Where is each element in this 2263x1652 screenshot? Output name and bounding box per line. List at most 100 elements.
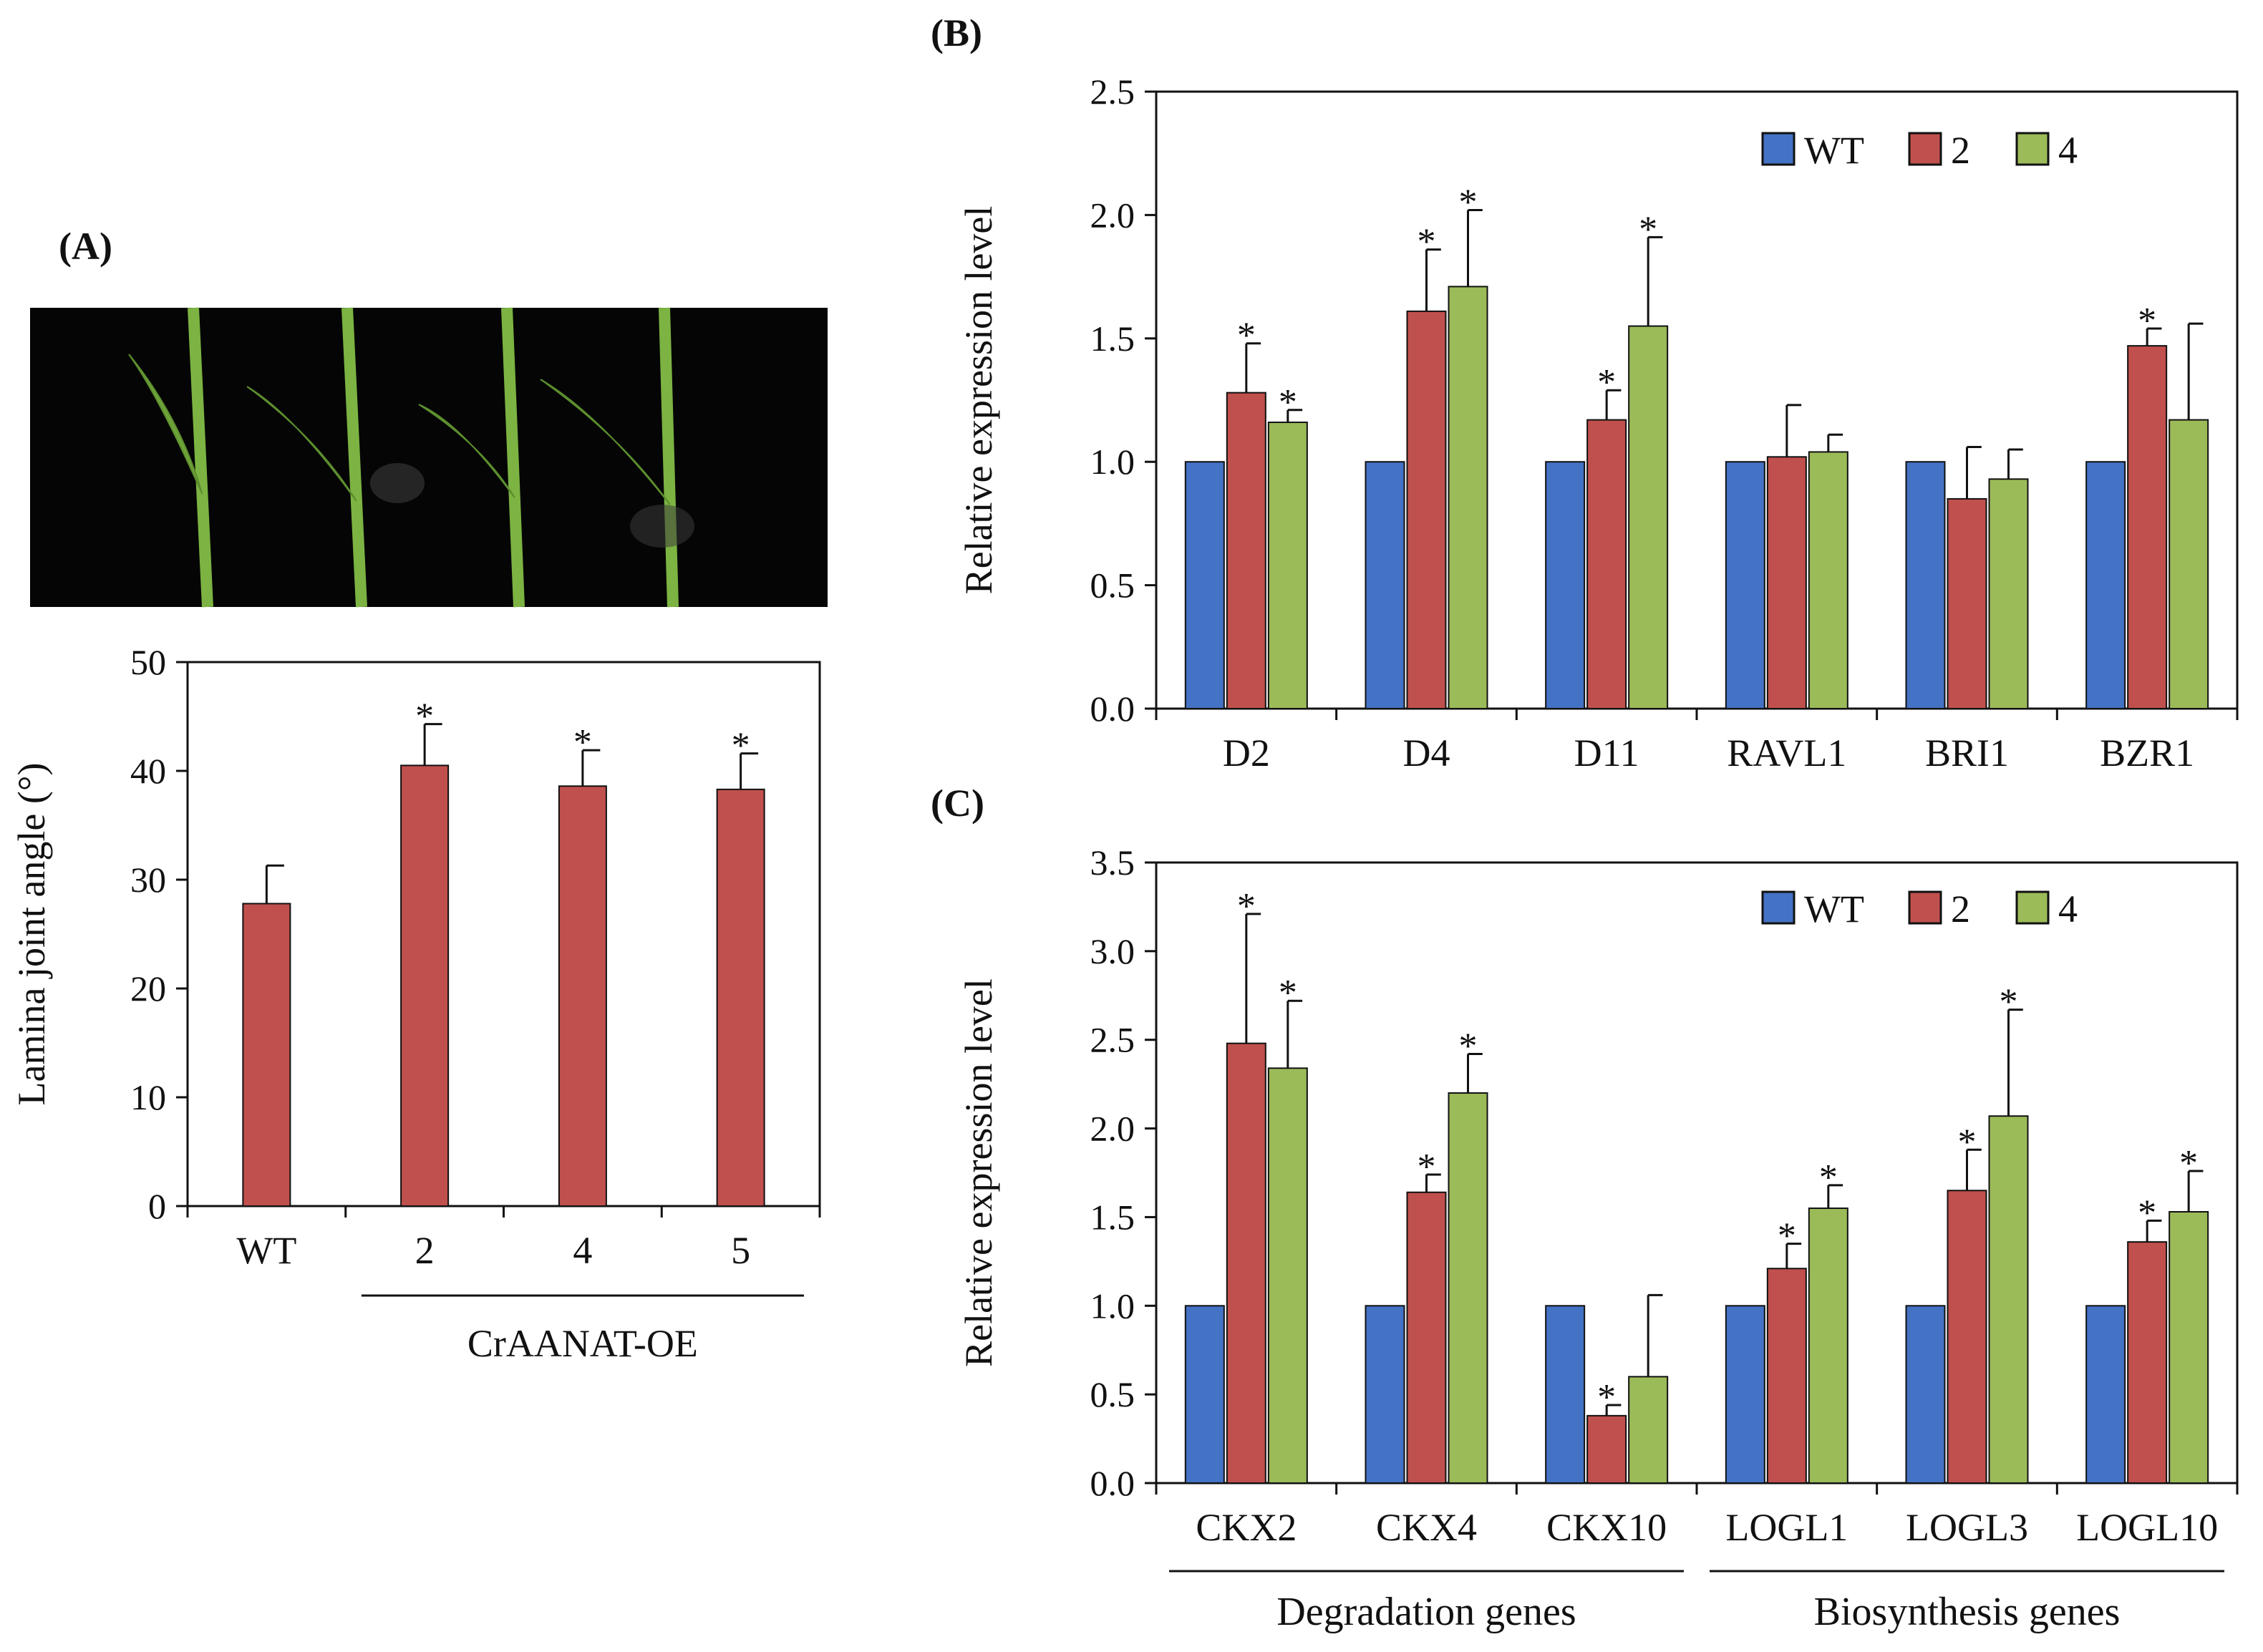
significance-star: * [1819, 1157, 1838, 1198]
y-axis-label: Relative expression level [957, 978, 1000, 1367]
panel-label-c: (C) [931, 782, 984, 825]
x-tick-label-LOGL3: LOGL3 [1906, 1506, 2028, 1549]
stem [188, 307, 213, 608]
x-tick-label-LOGL10: LOGL10 [2076, 1506, 2218, 1549]
legend-swatch-WT [1761, 132, 1796, 166]
legend-swatch-4 [2015, 890, 2050, 925]
bar-B-D11-2 [1586, 419, 1627, 709]
significance-star: * [1418, 222, 1436, 263]
bar-C-LOGL10-4 [2168, 1210, 2209, 1485]
x-tick-label-CKX2: CKX2 [1196, 1506, 1297, 1549]
x-tick-label-4: 4 [573, 1229, 592, 1272]
panel-label-b: (B) [931, 11, 982, 54]
group-label: Degradation genes [1276, 1590, 1576, 1634]
bar-B-RAVL1-4 [1808, 451, 1848, 710]
bar-B-BRI1-WT [1905, 461, 1946, 709]
bar-B-D4-2 [1406, 310, 1447, 709]
background-smudge [370, 463, 425, 503]
lamina-joint-photo [30, 307, 828, 608]
leaf-blade [418, 404, 515, 498]
y-tick-label: 20 [130, 968, 166, 1009]
x-tick-label-D4: D4 [1403, 732, 1450, 774]
legend-swatch-2 [1908, 132, 1942, 166]
x-tick-label-CKX10: CKX10 [1546, 1506, 1667, 1549]
stem [341, 307, 367, 608]
bar-C-CKX4-2 [1406, 1191, 1447, 1484]
y-axis-label: Relative expression level [957, 206, 1000, 595]
significance-star: * [2179, 1143, 2198, 1184]
legend-swatch-2 [1908, 890, 1942, 925]
leaf-blade [246, 386, 357, 502]
group-label: Biosynthesis genes [1814, 1590, 2121, 1634]
x-tick-label-CKX4: CKX4 [1376, 1506, 1477, 1549]
legend-label-2: 2 [1951, 888, 1970, 931]
y-tick-label: 0.5 [1090, 1374, 1135, 1414]
stem [501, 307, 525, 608]
background-smudge [630, 505, 694, 548]
y-tick-label: 50 [130, 642, 166, 682]
bar-C-CKX4-4 [1448, 1092, 1488, 1484]
x-tick-label-WT: WT [236, 1229, 296, 1272]
leaf-blade [128, 354, 203, 495]
panel-label-a: (A) [59, 225, 112, 268]
bar-B-D11-WT [1545, 461, 1586, 709]
y-tick-label: 1.0 [1090, 442, 1135, 482]
y-axis-label: Lamina joint angle (°) [10, 763, 53, 1106]
bar-A-WT-angle [242, 903, 291, 1207]
bar-C-CKX10-WT [1545, 1305, 1586, 1485]
bar-A-2-angle [400, 764, 450, 1207]
significance-star: * [1279, 973, 1297, 1014]
bar-C-CKX10-2 [1586, 1414, 1627, 1484]
significance-star: * [1237, 886, 1256, 927]
legend-label-WT: WT [1804, 129, 1864, 172]
significance-star: * [2138, 1192, 2156, 1233]
bar-C-LOGL1-WT [1725, 1305, 1765, 1485]
chart-ck-genes: 0.0 0.5 1.0 1.5 2.0 2.5 3.0 3.5 Relative express… [957, 842, 2239, 1634]
x-tick-label-RAVL1: RAVL1 [1727, 732, 1846, 774]
x-tick-label-BRI1: BRI1 [1925, 732, 2009, 774]
significance-star: * [1459, 1026, 1478, 1067]
significance-star: * [1597, 362, 1616, 403]
bar-C-CKX2-WT [1184, 1305, 1225, 1485]
bar-C-CKX10-4 [1628, 1376, 1669, 1485]
significance-star: * [2000, 982, 2018, 1023]
bar-C-LOGL10-WT [2085, 1305, 2126, 1485]
bar-B-D2-2 [1226, 392, 1266, 709]
legend-label-2: 2 [1951, 129, 1970, 172]
legend-swatch-4 [2015, 132, 2050, 166]
y-tick-label: 2.5 [1090, 72, 1135, 112]
y-tick-label: 1.0 [1090, 1286, 1135, 1326]
bar-C-CKX4-WT [1365, 1305, 1405, 1485]
bar-B-RAVL1-WT [1725, 461, 1765, 709]
significance-star: * [1459, 183, 1478, 223]
y-tick-label: 2.5 [1090, 1020, 1135, 1060]
bar-B-D11-4 [1628, 325, 1669, 709]
bar-B-D4-4 [1448, 286, 1488, 709]
bar-B-BZR1-WT [2085, 461, 2126, 709]
bar-A-4-angle [558, 785, 607, 1207]
y-tick-label: 0.5 [1090, 565, 1135, 606]
legend-label-WT: WT [1804, 888, 1864, 931]
significance-star: * [1639, 209, 1657, 250]
chart-br-genes: 0.0 0.5 1.0 1.5 2.0 2.5 Relative expression le… [957, 72, 2239, 774]
x-tick-label-BZR1: BZR1 [2100, 732, 2194, 774]
legend-label-4: 4 [2058, 129, 2078, 172]
group-label-oe: CrAANAT-OE [467, 1322, 698, 1365]
bar-B-D2-4 [1267, 422, 1308, 709]
x-tick-label-2: 2 [415, 1229, 435, 1272]
bar-C-LOGL3-2 [1947, 1190, 1987, 1485]
bar-C-CKX2-2 [1226, 1042, 1266, 1484]
bar-B-BRI1-2 [1947, 497, 1987, 709]
significance-star: * [1597, 1377, 1616, 1418]
y-tick-label: 0 [148, 1186, 166, 1226]
bar-A-5-angle [716, 788, 765, 1207]
bar-C-LOGL3-WT [1905, 1305, 1946, 1485]
bar-B-BRI1-4 [1988, 478, 2029, 709]
bar-C-LOGL10-2 [2127, 1241, 2168, 1484]
plot-frame [1155, 861, 2239, 1485]
y-tick-label: 2.0 [1090, 195, 1135, 235]
x-tick-label-D11: D11 [1574, 732, 1639, 774]
y-tick-label: 10 [130, 1077, 166, 1117]
